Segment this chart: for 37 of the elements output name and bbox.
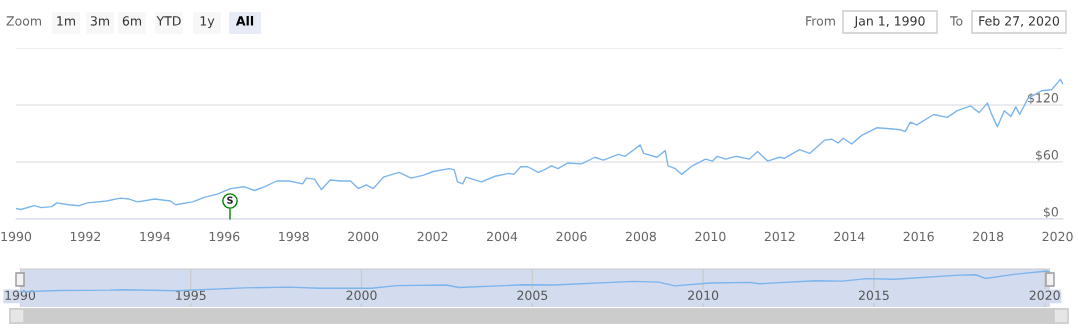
x-tick-label: 2015 — [858, 290, 889, 301]
text: 3m — [90, 16, 109, 26]
x-tick-label: 2006 — [556, 231, 587, 242]
x-tick-label: 2000 — [348, 231, 379, 242]
y-tick-label: $0 — [1043, 206, 1058, 219]
x-tick-label: 1998 — [279, 231, 309, 242]
x-tick-label: 2008 — [625, 231, 656, 242]
text: Zoom — [6, 16, 41, 26]
text: 1y — [200, 16, 215, 29]
annotation: S — [227, 196, 233, 204]
x-tick-label: 2014 — [834, 231, 865, 242]
x-tick-label: 2020 — [1042, 231, 1073, 242]
x-tick-label: 1995 — [176, 290, 206, 301]
x-tick-label: 2004 — [487, 231, 518, 242]
x-tick-label: 1996 — [209, 231, 240, 242]
text: 6m — [122, 16, 141, 26]
x-tick-label: 2016 — [903, 231, 934, 242]
x-tick-label: 2018 — [973, 231, 1004, 242]
text: All — [235, 15, 254, 26]
y-tick-label: $60 — [1036, 149, 1058, 162]
x-tick-label: 1990 — [1, 231, 32, 242]
x-tick-label: 2010 — [695, 231, 726, 242]
x-tick-label: 2002 — [417, 231, 448, 242]
x-tick-label: 2012 — [764, 231, 795, 242]
x-tick-label: 2010 — [688, 290, 719, 301]
x-tick-label: 2000 — [346, 290, 377, 301]
text: 1m — [57, 16, 75, 26]
x-tick-label: 2020 — [1029, 290, 1060, 301]
y-tick-label: $120 — [1028, 92, 1058, 105]
x-tick-label: 2005 — [517, 290, 548, 301]
text: YTD — [156, 16, 181, 26]
x-tick-label: 1992 — [70, 231, 101, 242]
text: Jan 1, 1990 — [853, 16, 925, 28]
text: Feb 27, 2020 — [979, 15, 1060, 27]
x-tick-label: 1994 — [140, 231, 171, 242]
text: To — [949, 16, 963, 26]
text: From — [806, 16, 835, 26]
